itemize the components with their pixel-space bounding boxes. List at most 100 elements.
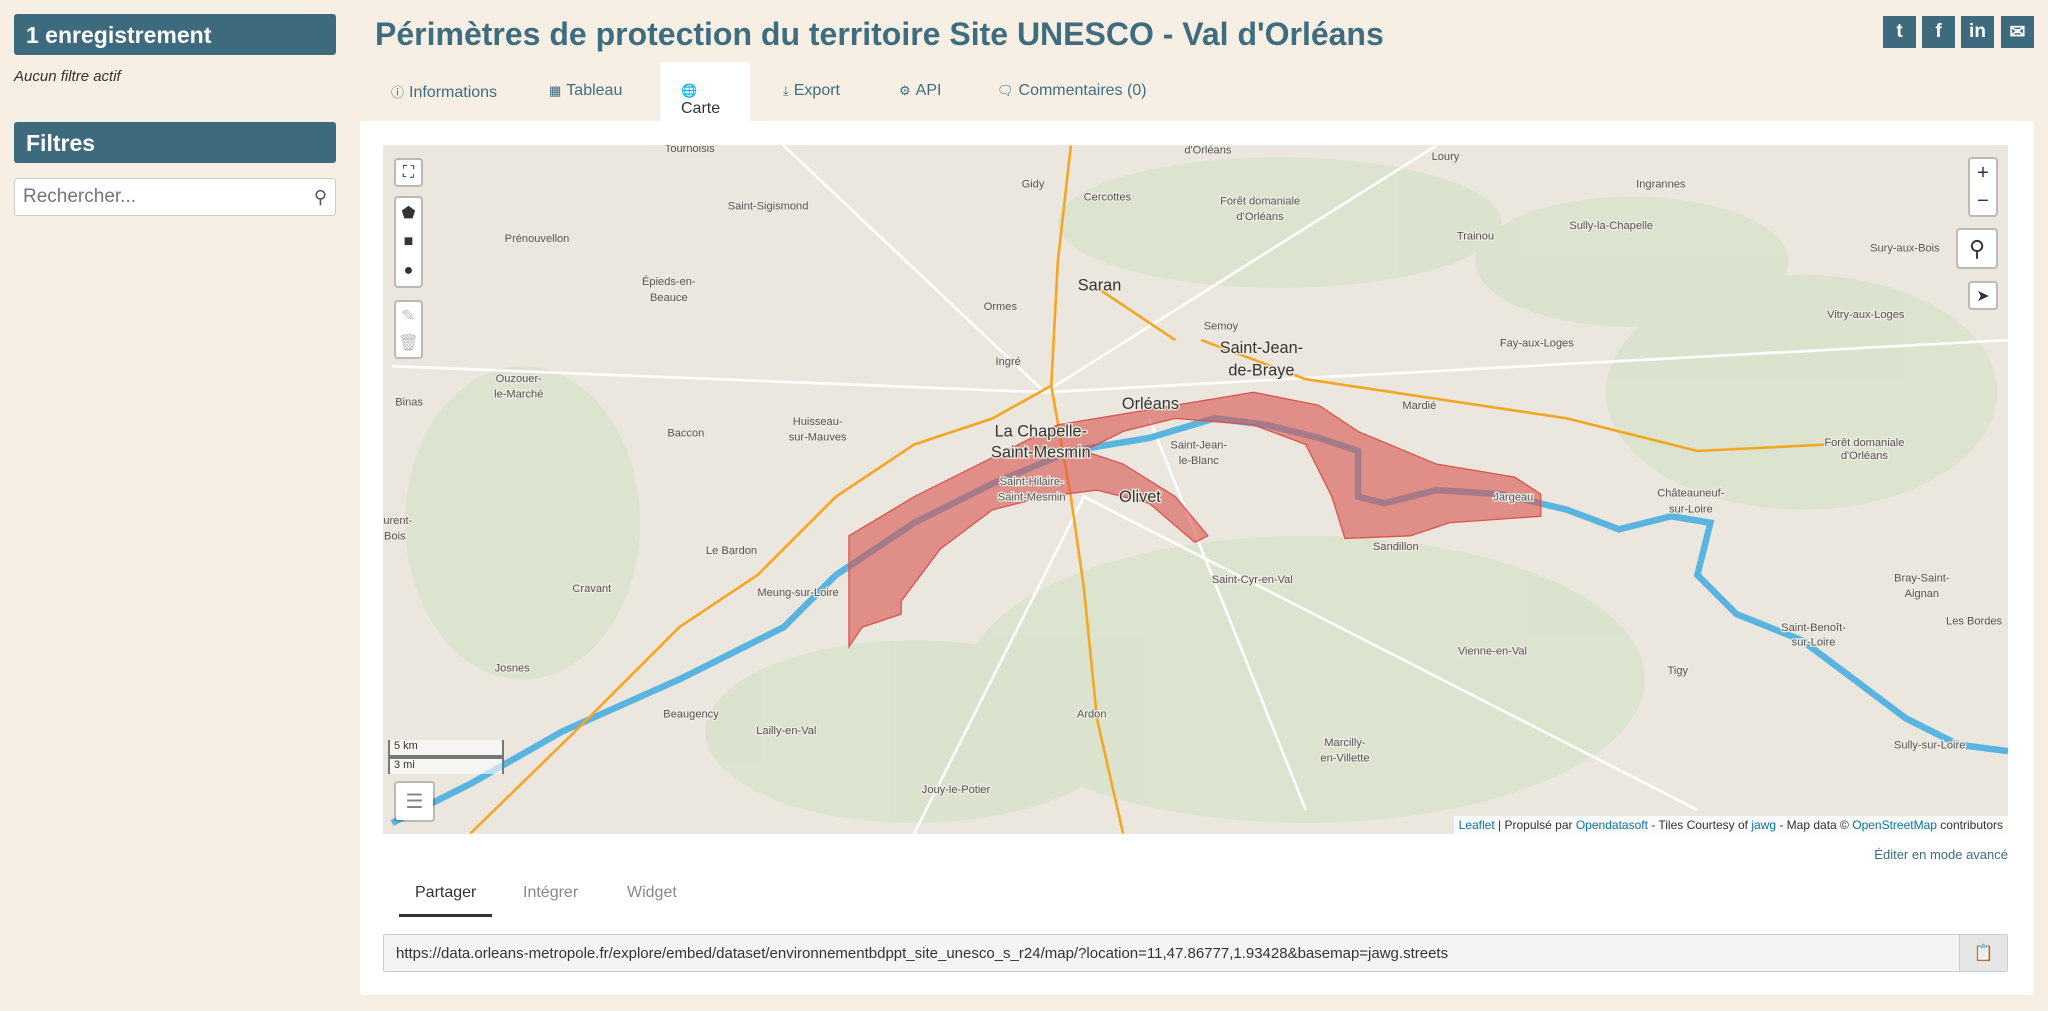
draw-circle-icon[interactable]: ● <box>403 262 414 280</box>
cogs-icon: ⚙ <box>899 83 911 98</box>
highways <box>469 145 1828 834</box>
unesco-perimeter-polygon <box>848 391 1542 649</box>
place-label: d'Orléans <box>1841 450 1889 462</box>
place-label: Saint-Hilaire- <box>1000 476 1064 488</box>
place-label: Forêt domaniale <box>1824 437 1904 449</box>
tab-api[interactable]: ⚙ API <box>899 82 942 99</box>
place-label: Le Bardon <box>706 545 757 557</box>
edit-icon[interactable]: ✎ <box>401 307 416 325</box>
place-labels: Tournoisis Gidy Cercottes d'Orléans Loury Ing… <box>383 145 2004 797</box>
tab-tableau[interactable]: ▦ Tableau <box>549 82 623 99</box>
place-label: Ingrannes <box>1636 178 1686 190</box>
place-label: Beauce <box>650 292 688 304</box>
place-label: Loury <box>1432 151 1460 163</box>
place-label: Sully-la-Chapelle <box>1569 220 1653 232</box>
place-label: d'Orléans <box>1237 211 1285 223</box>
tab-integrer[interactable]: Intégrer <box>523 884 579 901</box>
place-label: Marcilly- <box>1324 737 1366 749</box>
copy-icon[interactable]: 📋 <box>1959 935 2007 971</box>
place-label: Forêt domaniale <box>1220 195 1300 207</box>
place-label: sur-Loire <box>1669 503 1713 515</box>
twitter-icon[interactable]: t <box>1883 16 1916 48</box>
place-label: en-Villette <box>1320 753 1369 765</box>
layers-icon: ☰ <box>405 791 424 813</box>
share-url-field[interactable]: https://data.orleans-metropole.fr/explor… <box>383 934 2008 972</box>
place-label: Orléans <box>1122 395 1179 413</box>
tab-informations[interactable]: ⓘ Informations <box>391 84 498 101</box>
edit-toolbar: ✎ 🗑 <box>394 300 423 359</box>
zoom-control: + − <box>1968 157 1998 217</box>
tab-carte[interactable]: 🌐Carte <box>660 62 750 122</box>
leaflet-link[interactable]: Leaflet <box>1458 818 1495 832</box>
map[interactable]: Tournoisis Gidy Cercottes d'Orléans Loury Ing… <box>383 145 2008 834</box>
place-label: Saint-Jean- <box>1170 439 1227 451</box>
zoom-out-button[interactable]: − <box>1977 189 1989 212</box>
search-box: ⚲ <box>14 178 336 216</box>
map-search-button[interactable]: ⚲ <box>1956 228 1998 269</box>
place-label: Sandillon <box>1373 541 1419 553</box>
draw-toolbar: ⬟ ■ ● <box>394 196 423 288</box>
tab-widget[interactable]: Widget <box>627 884 677 901</box>
fullscreen-button[interactable]: ⛶ <box>394 158 423 187</box>
opendatasoft-link[interactable]: Opendatasoft <box>1575 818 1648 832</box>
info-circle-icon: ⓘ <box>391 85 405 100</box>
search-input[interactable] <box>23 186 314 208</box>
place-label: Saint-Sigismond <box>728 201 809 213</box>
osm-link[interactable]: OpenStreetMap <box>1852 818 1937 832</box>
linkedin-icon[interactable]: in <box>1961 16 1994 48</box>
minor-roads <box>392 145 2008 834</box>
page-title: Périmètres de protection du territoire S… <box>375 16 1384 52</box>
fullscreen-icon: ⛶ <box>402 163 415 181</box>
jawg-link[interactable]: jawg <box>1751 818 1776 832</box>
place-label: Saint-Cyr-en-Val <box>1212 574 1293 586</box>
trash-icon[interactable]: 🗑 <box>398 335 419 353</box>
place-label: Olivet <box>1119 488 1161 506</box>
place-label: aurent- <box>383 515 413 527</box>
place-label: Saint-Benoît- <box>1781 622 1846 634</box>
search-icon[interactable]: ⚲ <box>313 186 327 207</box>
place-label: sur-Loire <box>1792 636 1836 648</box>
draw-rectangle-icon[interactable]: ■ <box>403 232 414 250</box>
tab-partager[interactable]: Partager <box>399 884 493 917</box>
place-label: La Chapelle- <box>995 423 1087 441</box>
advanced-edit-link[interactable]: Éditer en mode avancé <box>1874 847 2008 862</box>
map-scale: 5 km 3 mi <box>388 740 504 774</box>
place-label: Baccon <box>667 428 704 440</box>
location-arrow-icon: ➤ <box>1976 287 1990 305</box>
records-count: 1 enregistrement <box>14 14 336 55</box>
place-label: Saint-Mesmin <box>991 444 1091 462</box>
tab-commentaires[interactable]: 🗨 Commentaires (0) <box>997 82 1147 99</box>
place-label: d'Orléans <box>1184 145 1232 156</box>
place-label: Semoy <box>1204 321 1239 333</box>
facebook-icon[interactable]: f <box>1922 16 1955 48</box>
tab-export[interactable]: ⤓ Export <box>783 82 840 99</box>
place-label: Jouy-le-Potier <box>922 784 991 796</box>
place-label: Fay-aux-Loges <box>1500 338 1574 350</box>
place-label: Prénouvellon <box>505 233 570 245</box>
place-label: Vitry-aux-Loges <box>1827 309 1905 321</box>
draw-polygon-icon[interactable]: ⬟ <box>401 204 416 222</box>
place-label: Jargeau <box>1493 492 1533 504</box>
table-icon: ▦ <box>549 83 562 98</box>
place-label: le-Marché <box>494 388 543 400</box>
place-label: Bois <box>384 531 406 543</box>
envelope-icon[interactable]: ✉ <box>2001 16 2034 48</box>
layers-button[interactable]: ☰ <box>394 781 435 822</box>
locate-button[interactable]: ➤ <box>1968 281 1998 310</box>
place-label: Meung-sur-Loire <box>757 587 838 599</box>
place-label: Vienne-en-Val <box>1458 646 1527 658</box>
place-label: Josnes <box>495 663 531 675</box>
map-canvas: Tournoisis Gidy Cercottes d'Orléans Loury Ing… <box>383 145 2008 834</box>
place-label: Huisseau- <box>793 416 843 428</box>
place-label: Tigy <box>1668 665 1689 677</box>
place-label: Cravant <box>572 583 611 595</box>
place-label: Ouzouer- <box>496 373 542 385</box>
comments-icon: 🗨 <box>997 83 1014 98</box>
filters-title: Filtres <box>14 122 336 163</box>
place-label: le-Blanc <box>1179 455 1219 467</box>
place-label: Châteauneuf- <box>1657 488 1724 500</box>
place-label: Ingré <box>996 356 1021 368</box>
zoom-in-button[interactable]: + <box>1977 161 1989 184</box>
place-label: Mardié <box>1402 400 1436 412</box>
place-label: Beaugency <box>663 708 719 720</box>
